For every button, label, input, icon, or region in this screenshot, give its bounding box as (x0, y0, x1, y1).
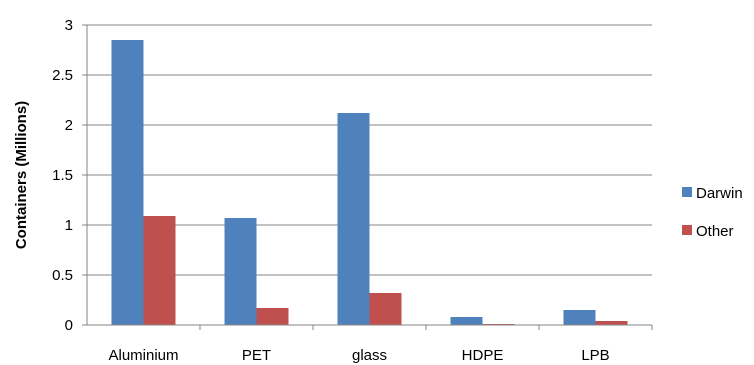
y-axis-title: Containers (Millions) (13, 101, 30, 249)
legend-swatch-darwin (682, 187, 692, 197)
bar-darwin-hdpe (450, 317, 483, 325)
y-tick-label: 2 (65, 117, 73, 134)
bar-other-aluminium (143, 216, 176, 325)
bar-darwin-pet (224, 218, 257, 325)
x-tick-label: LPB (581, 347, 609, 364)
bar-darwin-aluminium (111, 40, 144, 325)
y-tick-label: 2.5 (52, 67, 73, 84)
x-tick-label: HDPE (462, 347, 504, 364)
bar-darwin-lpb (563, 310, 596, 325)
y-tick-label: 0 (65, 317, 73, 334)
y-tick-label: 0.5 (52, 267, 73, 284)
legend-swatch-other (682, 225, 692, 235)
bars (111, 40, 628, 325)
y-tick-labels: 0 0.5 1 1.5 2 2.5 3 (52, 17, 73, 334)
y-tick-label: 1 (65, 217, 73, 234)
legend-label-other: Other (696, 223, 734, 240)
bar-other-pet (256, 308, 289, 325)
legend: Darwin Other (682, 185, 743, 240)
bar-other-glass (369, 293, 402, 325)
y-tick-label: 1.5 (52, 167, 73, 184)
x-tick-labels: Aluminium PET glass HDPE LPB (108, 347, 609, 364)
bar-darwin-glass (337, 113, 370, 325)
axes (82, 24, 653, 330)
legend-label-darwin: Darwin (696, 185, 743, 202)
x-tick-label: glass (352, 347, 387, 364)
x-tick-label: Aluminium (108, 347, 178, 364)
x-tick-label: PET (242, 347, 271, 364)
bar-other-lpb (595, 321, 628, 325)
y-tick-label: 3 (65, 17, 73, 34)
